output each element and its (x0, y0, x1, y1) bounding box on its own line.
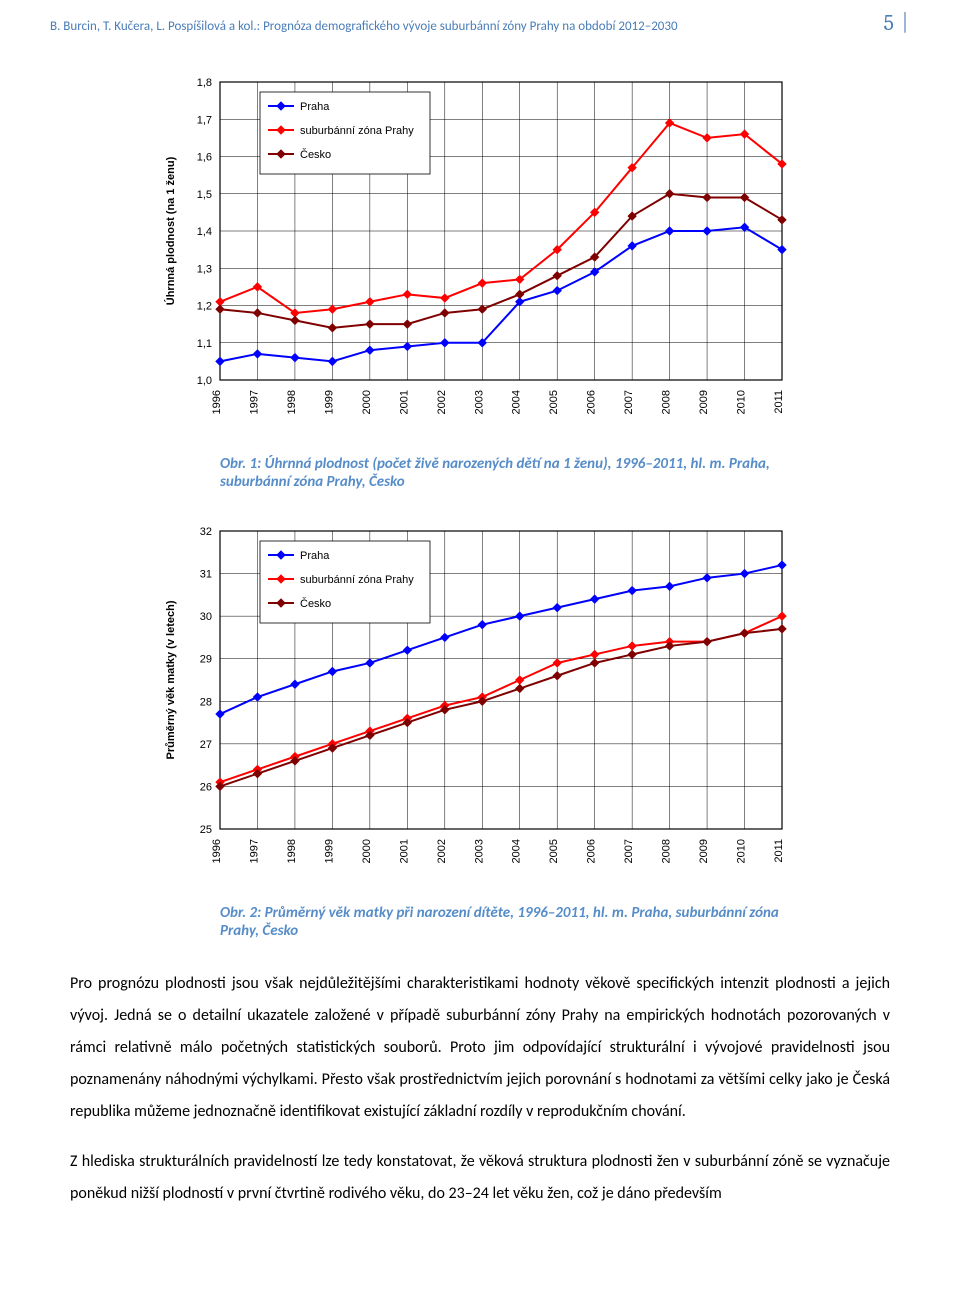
chart-1-caption: Obr. 1: Úhrnná plodnost (počet živě naro… (220, 455, 780, 491)
svg-text:2011: 2011 (773, 839, 785, 863)
body-paragraph-2: Z hlediska strukturálních pravidelností … (70, 1146, 890, 1210)
svg-text:2002: 2002 (436, 390, 448, 414)
svg-text:32: 32 (200, 526, 212, 538)
svg-text:2003: 2003 (473, 839, 485, 863)
svg-text:Úhrnná plodnost (na 1 ženu): Úhrnná plodnost (na 1 ženu) (164, 156, 177, 305)
svg-text:1,1: 1,1 (197, 338, 212, 350)
chart-2-container: 25 26 27 28 29 30 31 32 1996 1997 1998 1999 2000 2001… (160, 519, 800, 884)
chart-2-caption: Obr. 2: Průměrný věk matky při narození … (220, 904, 780, 940)
svg-text:2006: 2006 (586, 839, 598, 863)
page-number: 5 (884, 10, 894, 36)
svg-text:Průměrný věk matky (v letech): Průměrný věk matky (v letech) (165, 600, 177, 759)
svg-text:2011: 2011 (773, 390, 785, 414)
svg-text:1,4: 1,4 (197, 226, 212, 238)
svg-text:Česko: Česko (300, 148, 331, 161)
svg-text:2001: 2001 (398, 839, 410, 863)
svg-text:1,3: 1,3 (197, 263, 212, 275)
svg-text:2001: 2001 (398, 390, 410, 414)
svg-text:1,8: 1,8 (197, 77, 212, 89)
svg-text:30: 30 (200, 611, 212, 623)
svg-text:1996: 1996 (211, 390, 223, 414)
svg-text:Praha: Praha (300, 550, 330, 562)
svg-text:26: 26 (200, 781, 212, 793)
svg-text:25: 25 (200, 824, 212, 836)
svg-text:1,6: 1,6 (197, 152, 212, 164)
svg-text:29: 29 (200, 654, 212, 666)
chart-1-container: 1,0 1,1 1,2 1,3 1,4 1,5 1,6 1,7 1,8 1996 1997 1998 1… (160, 70, 800, 435)
svg-text:2003: 2003 (473, 390, 485, 414)
svg-text:1997: 1997 (248, 839, 260, 863)
svg-text:2006: 2006 (586, 390, 598, 414)
svg-text:1,2: 1,2 (197, 301, 212, 313)
svg-text:2008: 2008 (661, 390, 673, 414)
svg-text:2000: 2000 (361, 390, 373, 414)
svg-text:1999: 1999 (323, 390, 335, 414)
svg-text:2005: 2005 (548, 839, 560, 863)
svg-text:2009: 2009 (698, 839, 710, 863)
page-number-divider: │ (900, 10, 910, 34)
svg-text:Česko: Česko (300, 597, 331, 610)
chart-2: 25 26 27 28 29 30 31 32 1996 1997 1998 1999 2000 2001… (160, 519, 800, 879)
svg-text:2004: 2004 (511, 839, 523, 863)
svg-text:28: 28 (200, 696, 212, 708)
svg-text:suburbánní zóna Prahy: suburbánní zóna Prahy (300, 574, 414, 586)
chart-1: 1,0 1,1 1,2 1,3 1,4 1,5 1,6 1,7 1,8 1996 1997 1998 1… (160, 70, 800, 430)
svg-text:2010: 2010 (736, 839, 748, 863)
svg-text:31: 31 (200, 569, 212, 581)
svg-text:27: 27 (200, 739, 212, 751)
svg-text:1,7: 1,7 (197, 114, 212, 126)
svg-text:1,5: 1,5 (197, 189, 212, 201)
svg-text:1999: 1999 (323, 839, 335, 863)
svg-text:2007: 2007 (623, 839, 635, 863)
svg-text:suburbánní zóna Prahy: suburbánní zóna Prahy (300, 125, 414, 137)
svg-text:2005: 2005 (548, 390, 560, 414)
svg-text:1997: 1997 (248, 390, 260, 414)
svg-text:1998: 1998 (286, 839, 298, 863)
svg-text:2009: 2009 (698, 390, 710, 414)
svg-text:1996: 1996 (211, 839, 223, 863)
svg-text:2007: 2007 (623, 390, 635, 414)
svg-text:2004: 2004 (511, 390, 523, 414)
svg-text:2008: 2008 (661, 839, 673, 863)
svg-text:2000: 2000 (361, 839, 373, 863)
header-authors: B. Burcin, T. Kučera, L. Pospíšilová a k… (50, 19, 678, 34)
svg-text:2002: 2002 (436, 839, 448, 863)
body-paragraph-1: Pro prognózu plodnosti jsou však nejdůle… (70, 968, 890, 1128)
svg-text:2010: 2010 (736, 390, 748, 414)
svg-text:1,0: 1,0 (197, 375, 212, 387)
svg-text:Praha: Praha (300, 101, 330, 113)
svg-text:1998: 1998 (286, 390, 298, 414)
